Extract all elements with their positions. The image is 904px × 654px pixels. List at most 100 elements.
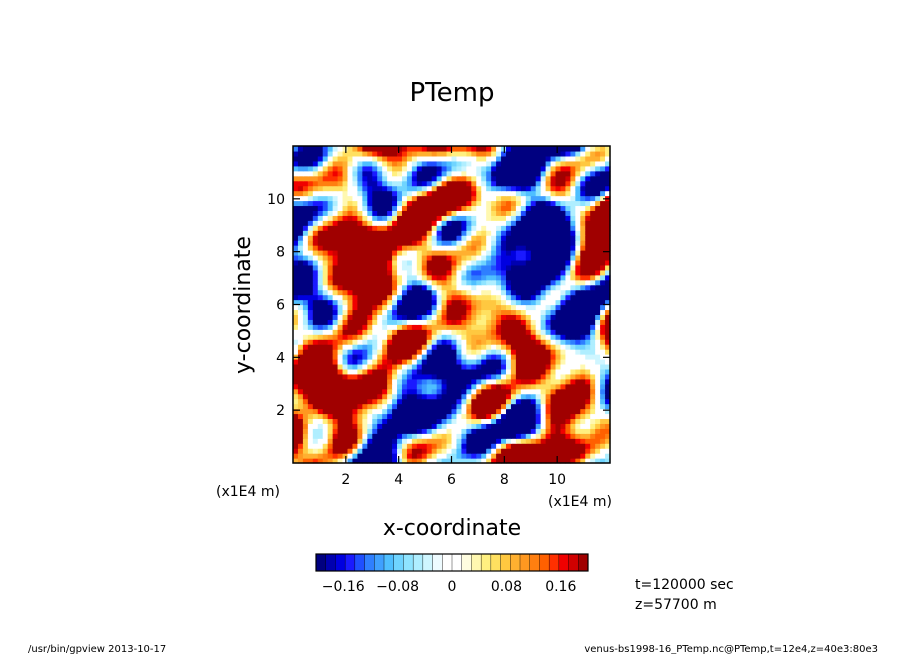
heatmap-cell xyxy=(491,269,497,276)
heatmap-cell xyxy=(401,368,408,375)
heatmap-cell xyxy=(312,235,319,241)
heatmap-cell xyxy=(585,453,591,459)
heatmap-cell xyxy=(431,423,438,429)
heatmap-cell xyxy=(357,165,363,172)
heatmap-cell xyxy=(476,349,482,355)
heatmap-cell xyxy=(555,428,562,434)
heatmap-cell xyxy=(307,413,314,420)
heatmap-cell xyxy=(461,274,467,281)
heatmap-cell xyxy=(347,150,354,157)
heatmap-cell xyxy=(436,349,443,355)
heatmap-cell xyxy=(476,378,482,385)
heatmap-cell xyxy=(302,438,309,444)
heatmap-cell xyxy=(605,230,611,236)
heatmap-cell xyxy=(416,334,423,340)
heatmap-cell xyxy=(590,324,596,330)
heatmap-cell xyxy=(322,220,329,226)
heatmap-cell xyxy=(392,150,398,157)
heatmap-cell xyxy=(466,438,472,444)
heatmap-cell xyxy=(441,339,448,345)
heatmap-cell xyxy=(372,413,378,420)
heatmap-cell xyxy=(307,378,314,385)
heatmap-cell xyxy=(401,175,408,182)
heatmap-cell xyxy=(515,160,522,167)
colorbar-segment xyxy=(335,553,346,572)
heatmap-cell xyxy=(337,339,344,345)
heatmap-cell xyxy=(570,309,576,315)
heatmap-cell xyxy=(312,329,319,335)
heatmap-cell xyxy=(307,458,314,464)
heatmap-cell xyxy=(535,428,542,434)
heatmap-cell xyxy=(555,398,562,405)
heatmap-cell xyxy=(466,274,472,281)
heatmap-cell xyxy=(387,378,393,385)
heatmap-cell xyxy=(312,388,319,395)
heatmap-cell xyxy=(520,245,527,251)
heatmap-cell xyxy=(590,220,596,226)
heatmap-cell xyxy=(332,215,339,221)
heatmap-cell xyxy=(491,373,497,380)
heatmap-cell xyxy=(585,200,591,207)
heatmap-cell xyxy=(456,165,462,172)
heatmap-cell xyxy=(307,368,314,375)
heatmap-cell xyxy=(501,185,507,192)
heatmap-cell xyxy=(392,155,398,162)
heatmap-cell xyxy=(510,205,517,211)
heatmap-cell xyxy=(426,185,433,192)
heatmap-cell xyxy=(515,150,522,157)
heatmap-cell xyxy=(431,339,438,345)
heatmap-cell xyxy=(501,433,507,439)
heatmap-cell xyxy=(397,373,403,380)
heatmap-cell xyxy=(476,383,482,390)
heatmap-cell xyxy=(436,339,443,345)
heatmap-cell xyxy=(312,146,319,152)
heatmap-cell xyxy=(491,324,497,330)
heatmap-cell xyxy=(486,220,492,226)
heatmap-cell xyxy=(337,170,344,177)
heatmap-cell xyxy=(411,146,418,152)
heatmap-cell xyxy=(555,220,562,226)
heatmap-cell xyxy=(560,269,567,276)
heatmap-cell xyxy=(446,269,453,276)
heatmap-cell xyxy=(347,324,354,330)
heatmap-cell xyxy=(322,418,329,424)
heatmap-cell xyxy=(496,259,502,266)
heatmap-cell xyxy=(436,398,443,405)
heatmap-cell xyxy=(486,314,492,320)
heatmap-cell xyxy=(307,245,314,251)
heatmap-cell xyxy=(481,438,487,444)
heatmap-cell xyxy=(550,150,557,157)
heatmap-cell xyxy=(580,408,586,415)
heatmap-cell xyxy=(555,146,562,152)
heatmap-cell xyxy=(501,289,507,296)
heatmap-cell xyxy=(322,423,329,429)
heatmap-cell xyxy=(327,185,334,192)
heatmap-cell xyxy=(392,180,398,187)
heatmap-cell xyxy=(297,458,304,464)
heatmap-cell xyxy=(426,210,433,216)
heatmap-cell xyxy=(302,264,309,271)
heatmap-cell xyxy=(411,453,418,459)
heatmap-cell xyxy=(377,215,383,221)
heatmap-cell xyxy=(590,344,596,350)
heatmap-cell xyxy=(441,299,448,306)
heatmap-cell xyxy=(441,240,448,246)
heatmap-cell xyxy=(416,304,423,311)
heatmap-cell xyxy=(570,215,576,221)
heatmap-cell xyxy=(411,294,418,301)
heatmap-cell xyxy=(550,235,557,241)
heatmap-cell xyxy=(401,160,408,167)
heatmap-cell xyxy=(550,354,557,360)
heatmap-cell xyxy=(456,408,462,415)
heatmap-cell xyxy=(481,294,487,301)
heatmap-cell xyxy=(461,210,467,216)
heatmap-cell xyxy=(332,269,339,276)
heatmap-cell xyxy=(570,448,576,454)
heatmap-cell xyxy=(515,363,522,370)
heatmap-cell xyxy=(302,398,309,405)
heatmap-cell xyxy=(600,269,606,276)
heatmap-cell xyxy=(600,279,606,286)
heatmap-cell xyxy=(461,200,467,207)
heatmap-cell xyxy=(590,339,596,345)
heatmap-cell xyxy=(327,200,334,207)
